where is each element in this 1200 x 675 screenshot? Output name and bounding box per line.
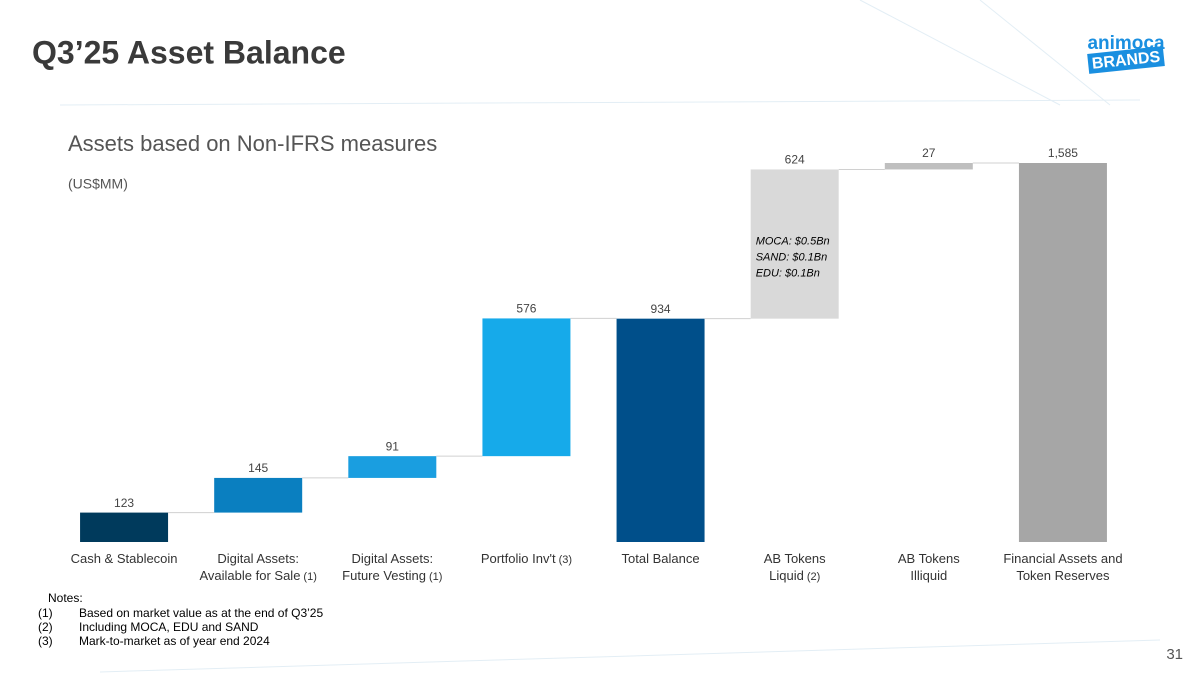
x-tick-label: Future Vesting (1): [342, 568, 442, 583]
bar: [750, 169, 839, 319]
x-tick-label: Financial Assets and: [1003, 551, 1122, 566]
x-tick-label: Illiquid: [910, 568, 947, 583]
unit-label: (US$MM): [68, 176, 128, 192]
x-tick-label: Digital Assets:: [217, 551, 299, 566]
x-tick-label: Liquid (2): [769, 568, 820, 583]
note-text: Including MOCA, EDU and SAND: [79, 620, 259, 634]
value-label: 624: [785, 153, 805, 167]
category-line: Liquid: [769, 568, 804, 583]
bar: [214, 477, 303, 513]
category-note: (1): [303, 571, 316, 583]
value-label: 934: [651, 302, 671, 316]
category-line: Available for Sale: [199, 568, 300, 583]
value-label: 123: [114, 496, 134, 510]
category-note: (3): [559, 554, 572, 566]
x-tick-label: Token Reserves: [1016, 568, 1110, 583]
x-tick-label: Portfolio Inv't (3): [481, 551, 572, 566]
category-line: Illiquid: [910, 568, 947, 583]
category-line: Total Balance: [622, 551, 700, 566]
note-text: Based on market value as at the end of Q…: [79, 606, 323, 620]
notes-heading: Notes:: [48, 591, 83, 605]
x-tick-label: Digital Assets:: [351, 551, 433, 566]
note-text: Mark-to-market as of year end 2024: [79, 634, 270, 648]
page-number: 31: [1166, 646, 1183, 663]
category-note: (1): [429, 571, 442, 583]
value-label: 145: [248, 461, 268, 475]
value-label: 576: [516, 302, 536, 316]
value-label: 1,585: [1048, 146, 1078, 160]
category-line: Digital Assets:: [217, 551, 299, 566]
x-tick-label: AB Tokens: [764, 551, 826, 566]
bar: [482, 318, 571, 457]
category-line: Future Vesting: [342, 568, 426, 583]
category-line: Token Reserves: [1016, 568, 1110, 583]
note-marker: (1): [38, 606, 53, 620]
category-line: Cash & Stablecoin: [71, 551, 178, 566]
value-label: 27: [922, 146, 936, 160]
x-tick-label: Cash & Stablecoin: [71, 551, 178, 566]
logo-band: [1087, 46, 1165, 74]
value-label: 91: [386, 439, 400, 453]
bar: [348, 456, 437, 478]
bar: [884, 163, 973, 170]
decoration: [59, 0, 1161, 673]
x-tick-label: AB Tokens: [898, 551, 960, 566]
bar-annotation: MOCA: $0.5Bn: [756, 235, 830, 247]
category-line: AB Tokens: [898, 551, 960, 566]
bar: [80, 512, 169, 542]
category-note: (2): [807, 571, 820, 583]
note-marker: (2): [38, 620, 53, 634]
category-line: Portfolio Inv't: [481, 551, 556, 566]
chart-subtitle: Assets based on Non-IFRS measures: [68, 131, 437, 156]
note-marker: (3): [38, 634, 53, 648]
slide-title: Q3’25 Asset Balance: [32, 34, 346, 70]
x-tick-label: Total Balance: [622, 551, 700, 566]
bar: [616, 318, 705, 542]
bar: [1018, 163, 1107, 542]
category-line: AB Tokens: [764, 551, 826, 566]
x-tick-label: Available for Sale (1): [199, 568, 316, 583]
bar-annotation: EDU: $0.1Bn: [756, 267, 820, 279]
category-line: Digital Assets:: [351, 551, 433, 566]
bar-annotation: SAND: $0.1Bn: [756, 251, 828, 263]
category-line: Financial Assets and: [1003, 551, 1122, 566]
